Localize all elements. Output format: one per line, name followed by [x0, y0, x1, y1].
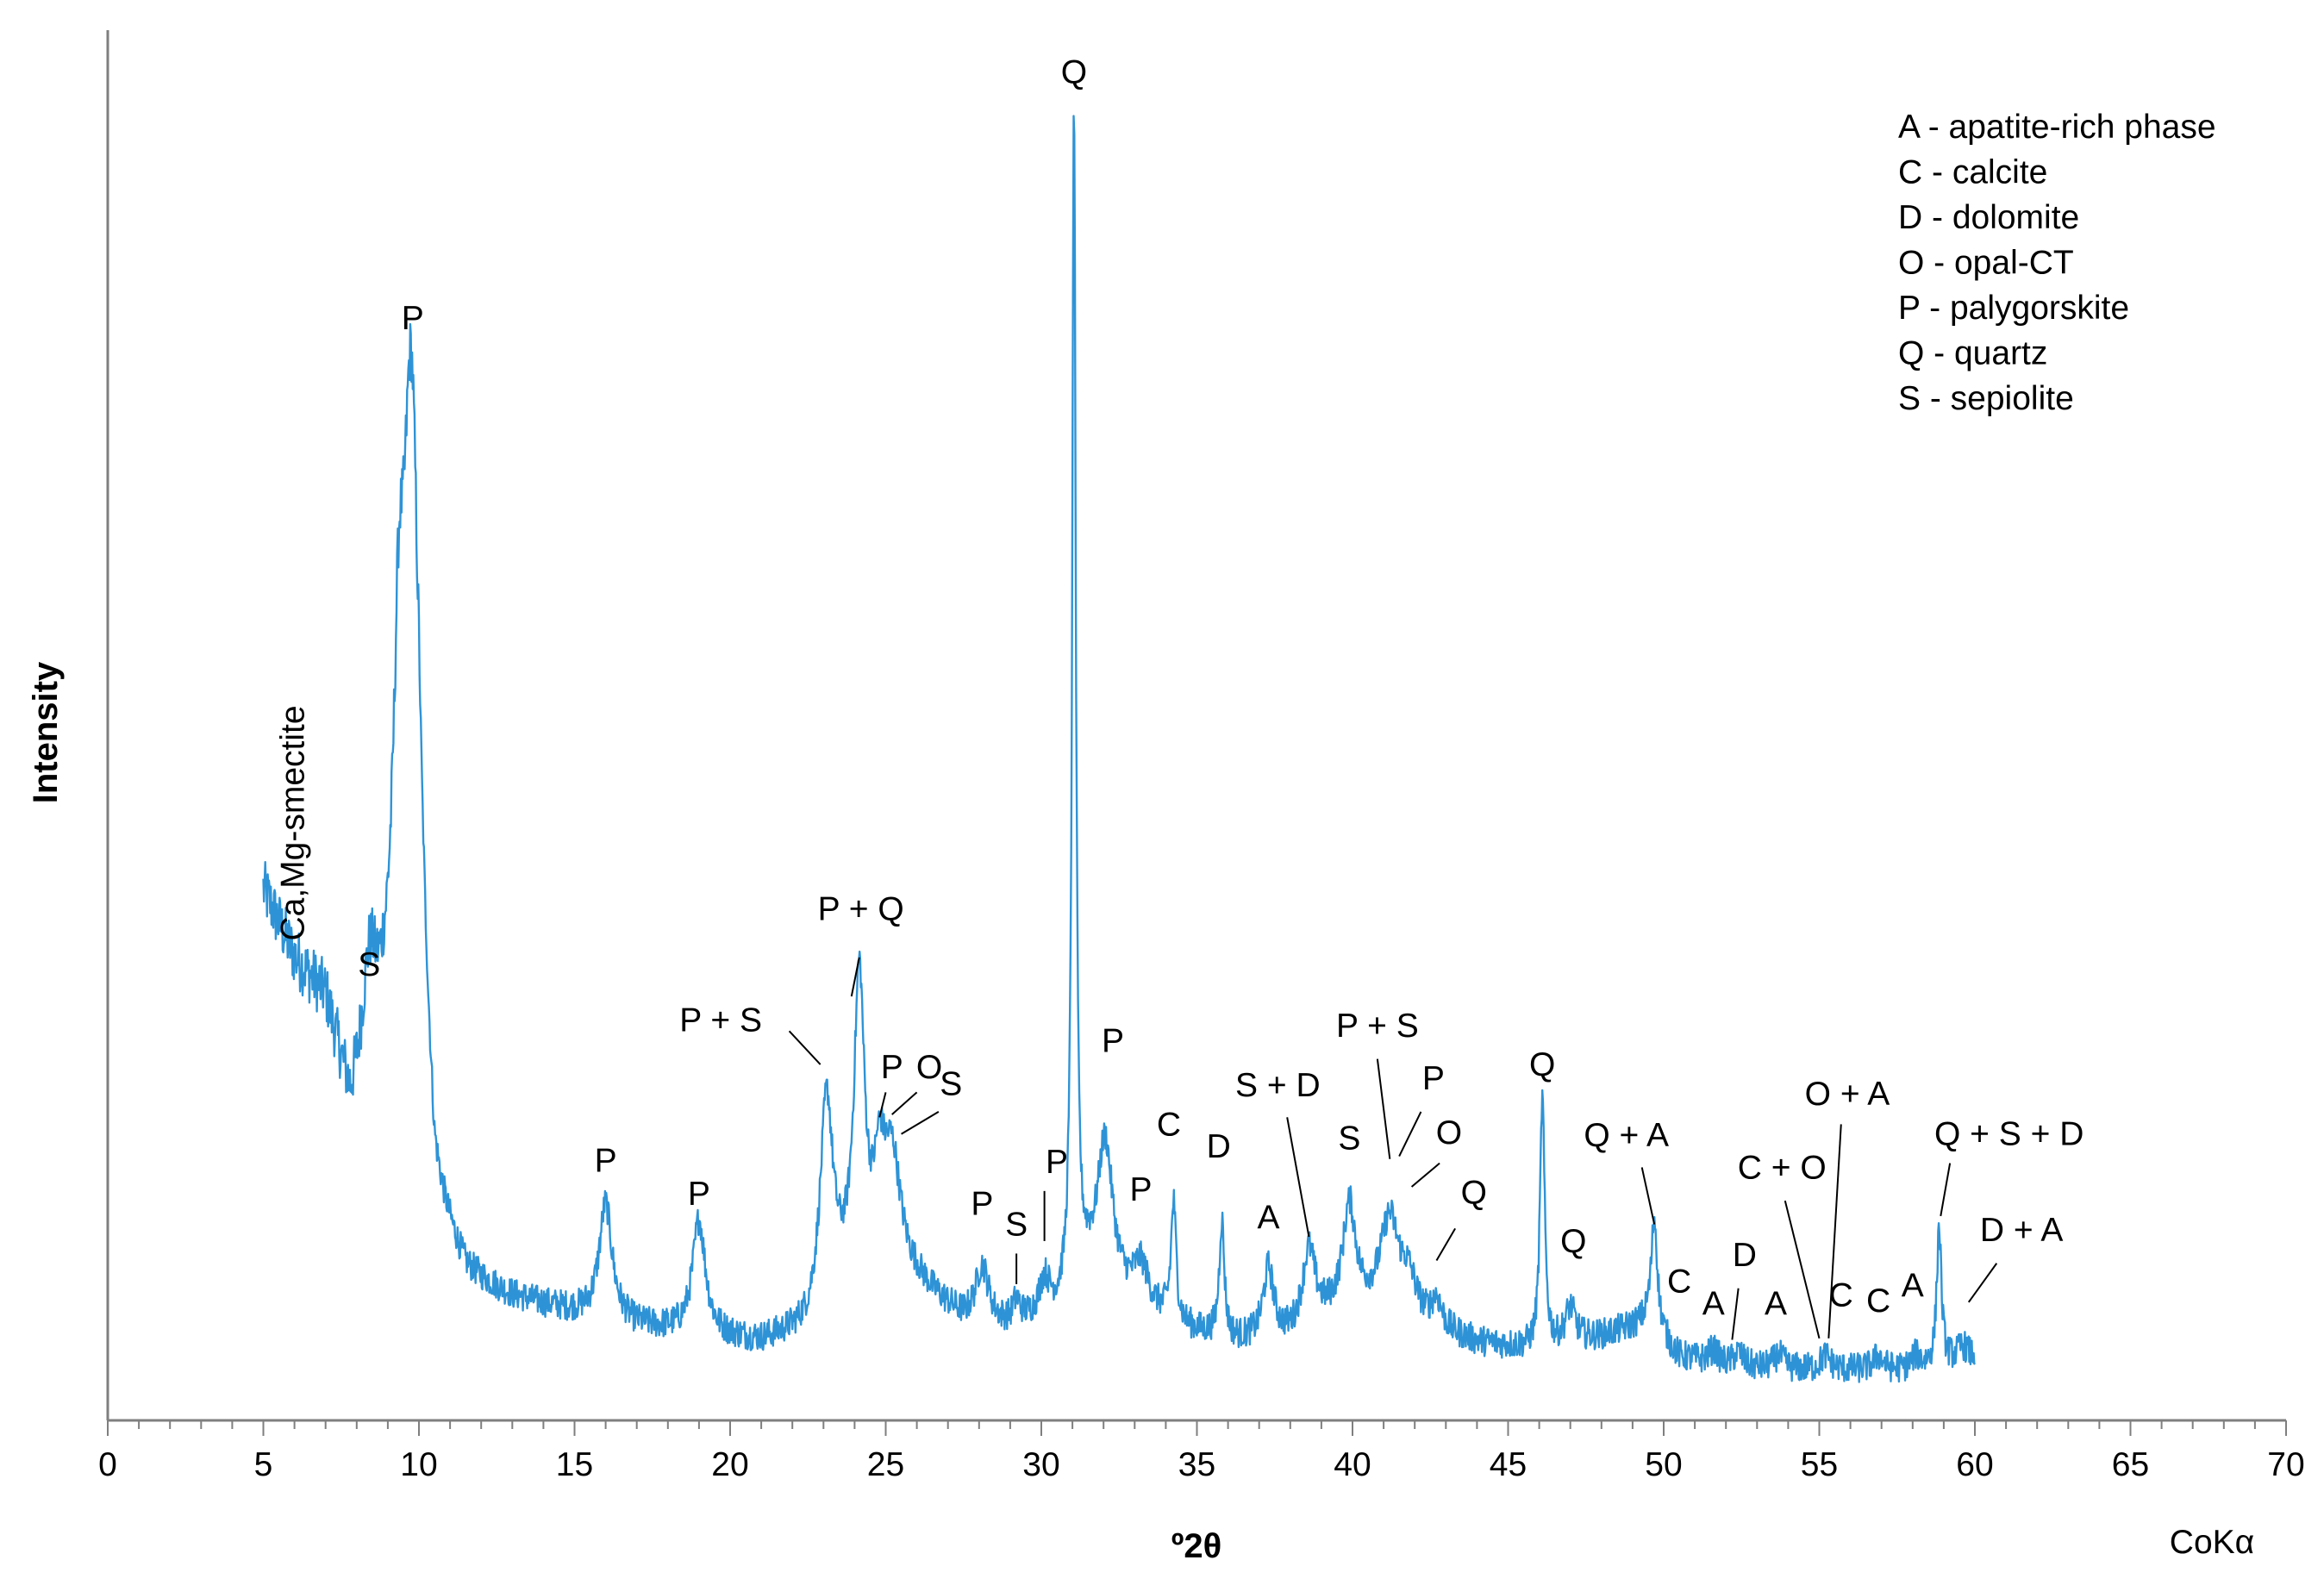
legend-entry: O - opal-CT — [1898, 245, 2074, 282]
x-tick-label: 50 — [1645, 1446, 1682, 1483]
peak-label: S + D — [1235, 1067, 1321, 1104]
leader-line — [1784, 1200, 1821, 1339]
leader-line — [901, 1111, 940, 1135]
peak-label: P + S — [1336, 1008, 1419, 1045]
x-tick-label: 30 — [1022, 1446, 1059, 1483]
leader-line — [1435, 1227, 1456, 1262]
leader-line — [1940, 1163, 1952, 1217]
legend-entry: P - palygorskite — [1898, 290, 2129, 327]
peak-label: Q — [1461, 1174, 1487, 1211]
x-axis-title: º2θ — [1171, 1527, 1221, 1565]
x-tick-label: 65 — [2112, 1446, 2149, 1483]
peak-label: P — [688, 1176, 710, 1213]
leader-line — [891, 1091, 918, 1115]
peak-label: Q — [1061, 53, 1087, 90]
x-tick-label: 60 — [1956, 1446, 1993, 1483]
leader-line — [1827, 1124, 1842, 1339]
leader-line — [1286, 1117, 1310, 1238]
peak-label: A — [1902, 1267, 1924, 1304]
xrd-pattern-line — [262, 115, 1976, 1383]
peak-label: P — [595, 1142, 617, 1179]
peak-label: Q — [1560, 1223, 1586, 1260]
leader-line — [1640, 1167, 1656, 1225]
peak-label: P — [1130, 1171, 1153, 1208]
peak-label: O — [916, 1049, 942, 1086]
x-tick-label: 70 — [2267, 1446, 2304, 1483]
legend-entry: S - sepiolite — [1898, 380, 2074, 417]
x-ticks — [107, 1420, 2287, 1436]
peak-label: Q + A — [1584, 1117, 1669, 1154]
x-tick-label: 15 — [556, 1446, 593, 1483]
peak-label: P — [881, 1049, 903, 1086]
legend-entry: Q - quartz — [1898, 335, 2047, 372]
peak-label: O + A — [1805, 1076, 1890, 1113]
leader-line — [878, 1092, 887, 1118]
x-tick-label: 25 — [867, 1446, 904, 1483]
peak-label: O — [1436, 1114, 1462, 1151]
leader-lines — [788, 957, 1998, 1340]
peak-label: C — [1667, 1264, 1691, 1301]
leader-line — [1410, 1162, 1440, 1188]
axes — [106, 30, 2286, 1422]
legend-entry: D - dolomite — [1898, 199, 2079, 236]
peak-label: P + S — [679, 1002, 762, 1039]
peak-label: A — [1765, 1285, 1787, 1322]
peak-label: P — [971, 1185, 993, 1222]
leader-line — [1398, 1111, 1422, 1157]
peak-label: D + A — [1980, 1212, 2063, 1249]
leader-line — [1731, 1288, 1740, 1340]
x-tick-label: 20 — [711, 1446, 748, 1483]
leader-line — [850, 957, 860, 997]
radiation-label: CoKα — [2170, 1524, 2254, 1561]
peak-label: C — [1829, 1277, 1853, 1314]
x-tick-label: 55 — [1801, 1446, 1838, 1483]
peak-label: A — [1702, 1285, 1725, 1322]
peak-label: D — [1733, 1237, 1757, 1274]
x-tick-label: 10 — [400, 1446, 437, 1483]
peak-label: S — [358, 946, 380, 983]
x-tick-label: 45 — [1490, 1446, 1527, 1483]
legend-entry: C - calcite — [1898, 154, 2047, 191]
peak-label: S — [1005, 1206, 1028, 1243]
rotated-phase-label: Ca,Mg-smectite — [274, 705, 311, 940]
peak-label: C — [1866, 1282, 1890, 1320]
peak-label: A — [1258, 1199, 1280, 1236]
leader-line — [788, 1030, 822, 1065]
leader-line — [1376, 1058, 1391, 1159]
x-tick-label: 40 — [1334, 1446, 1371, 1483]
peak-label: S — [1338, 1120, 1360, 1157]
peak-label: P — [1046, 1144, 1068, 1181]
legend-entry: A - apatite-rich phase — [1898, 109, 2216, 146]
x-tick-labels: 0 5 10 15 20 25 30 35 40 45 50 55 60 65 70 — [98, 1446, 2305, 1483]
y-axis-title: Intensity — [27, 661, 65, 803]
peak-label: Q + S + D — [1934, 1116, 2083, 1153]
peak-label: C + O — [1738, 1149, 1827, 1186]
leader-line — [1967, 1263, 1998, 1303]
x-tick-label: 0 — [98, 1446, 117, 1483]
x-tick-label: 5 — [254, 1446, 273, 1483]
peak-label: C — [1157, 1106, 1181, 1143]
peak-label: P — [402, 300, 424, 337]
peak-label: S — [940, 1066, 962, 1103]
peak-label: P — [1422, 1060, 1445, 1097]
x-tick-label: 35 — [1178, 1446, 1215, 1483]
legend: A - apatite-rich phase C - calcite D - dol… — [1898, 109, 2216, 417]
peak-label: P — [1102, 1023, 1124, 1060]
peak-label: Q — [1529, 1046, 1555, 1083]
peak-label: P + Q — [818, 890, 904, 927]
series-layer — [262, 115, 1976, 1383]
peak-label: D — [1207, 1128, 1231, 1165]
